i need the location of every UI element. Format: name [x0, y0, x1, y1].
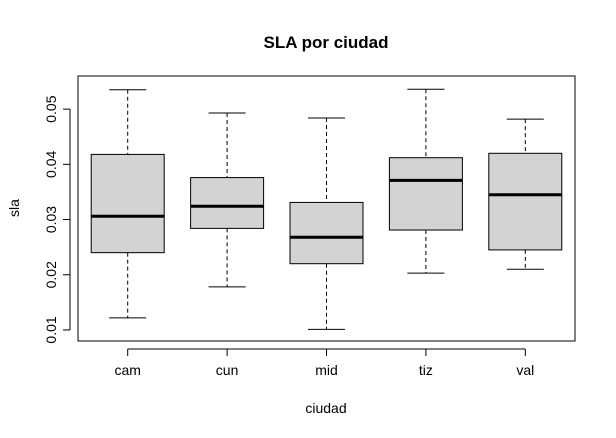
y-tick-label: 0.04 [43, 150, 59, 177]
box-cun [190, 112, 265, 288]
x-axis-label: ciudad [305, 400, 346, 416]
x-tick-label-mid: mid [315, 362, 338, 378]
box-iqr [388, 157, 463, 231]
y-tick-label: 0.05 [43, 95, 59, 122]
box-mid [289, 117, 364, 330]
y-tick-label: 0.01 [43, 316, 59, 343]
chart-title: SLA por ciudad [264, 33, 389, 52]
box-iqr [190, 177, 265, 229]
x-tick-label-val: val [516, 362, 534, 378]
x-axis: cam cun mid tiz val [114, 348, 534, 378]
x-tick-label-tiz: tiz [419, 362, 433, 378]
box-val [488, 118, 563, 270]
y-axis-label: sla [6, 199, 22, 217]
x-tick-label-cun: cun [216, 362, 239, 378]
box-tiz [388, 88, 463, 274]
box-cam [90, 89, 165, 319]
x-tick-label-cam: cam [114, 362, 140, 378]
boxes-group [90, 88, 563, 330]
y-axis: 0.01 0.02 0.03 0.04 0.05 [43, 95, 71, 344]
box-iqr [90, 153, 165, 254]
y-tick-label: 0.03 [43, 206, 59, 233]
box-iqr [488, 152, 563, 251]
box-iqr [289, 201, 364, 265]
y-tick-label: 0.02 [43, 261, 59, 288]
plot-frame [77, 75, 576, 342]
